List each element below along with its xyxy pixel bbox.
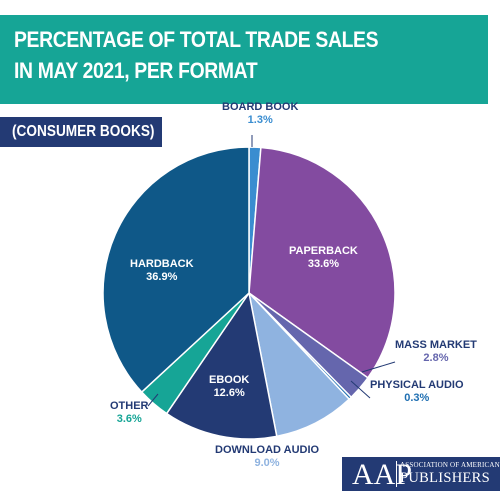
pie-slice-hardback xyxy=(102,146,250,394)
slice-label-mass-market: MASS MARKET 2.8% xyxy=(395,339,477,365)
slice-label-board-book: BOARD BOOK 1.3% xyxy=(222,101,298,127)
publisher-logo: AAP ASSOCIATION OF AMERICAN PUBLISHERS xyxy=(336,451,500,500)
chart-title-line-1: PERCENTAGE OF TOTAL TRADE SALES xyxy=(14,27,379,52)
logo-name: ASSOCIATION OF AMERICAN PUBLISHERS xyxy=(400,461,500,486)
slice-percent-hardback: 36.9% xyxy=(146,271,178,283)
slice-percent-board-book: 1.3% xyxy=(247,114,273,126)
slice-percent-ebook: 12.6% xyxy=(213,387,245,399)
pie-slice-paperback xyxy=(248,146,396,379)
chart-title-line-2: IN MAY 2021, PER FORMAT xyxy=(14,58,258,83)
slice-percent-download-audio: 9.0% xyxy=(254,457,280,469)
subtitle-box xyxy=(0,117,162,147)
slice-label-hardback: HARDBACK 36.9% xyxy=(130,258,194,284)
slice-label-other: OTHER 3.6% xyxy=(110,400,149,426)
slice-name-other: OTHER xyxy=(110,400,149,412)
leader-line-other xyxy=(147,393,159,407)
slice-name-mass-market: MASS MARKET xyxy=(395,339,477,351)
slice-label-download-audio: DOWNLOAD AUDIO 9.0% xyxy=(215,444,319,470)
leader-line-physical-audio xyxy=(350,380,371,399)
slice-name-download-audio: DOWNLOAD AUDIO xyxy=(215,444,320,456)
slice-name-paperback: PAPERBACK xyxy=(289,245,358,257)
slice-label-physical-audio: PHYSICAL AUDIO 0.3% xyxy=(370,379,464,405)
logo-divider xyxy=(396,461,397,487)
logo-box: AAP ASSOCIATION OF AMERICAN PUBLISHERS xyxy=(342,457,500,491)
pie-slice-download-audio xyxy=(247,290,351,438)
slice-percent-other: 3.6% xyxy=(116,413,142,425)
slice-label-paperback: PAPERBACK 33.6% xyxy=(289,245,358,271)
slice-name-physical-audio: PHYSICAL AUDIO xyxy=(370,379,464,391)
logo-name-big: PUBLISHERS xyxy=(400,470,491,486)
leader-line-mass-market xyxy=(361,361,396,373)
slice-label-ebook: EBOOK 12.6% xyxy=(209,374,249,400)
title-banner xyxy=(0,15,488,104)
slice-name-ebook: EBOOK xyxy=(209,374,250,386)
logo-abbreviation: AAP xyxy=(352,458,413,491)
slice-percent-physical-audio: 0.3% xyxy=(404,392,430,404)
logo-name-small: ASSOCIATION OF AMERICAN xyxy=(400,461,500,469)
slice-name-board-book: BOARD BOOK xyxy=(222,101,299,113)
chart-subtitle: (CONSUMER BOOKS) xyxy=(12,123,155,140)
slice-percent-mass-market: 2.8% xyxy=(423,352,449,364)
slice-name-hardback: HARDBACK xyxy=(130,258,194,270)
pie-slice-ebook xyxy=(165,291,278,440)
slice-percent-paperback: 33.6% xyxy=(307,258,340,270)
